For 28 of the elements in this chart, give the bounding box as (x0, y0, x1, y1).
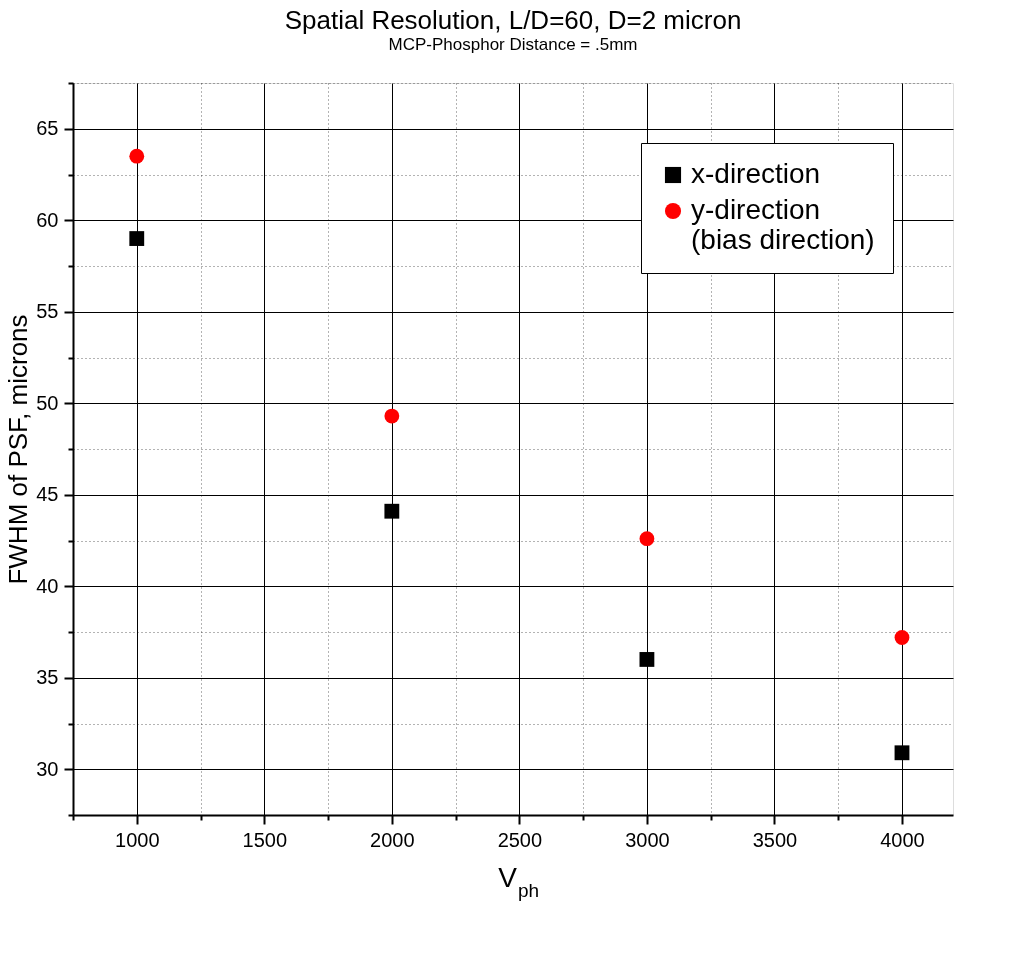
point (894, 745, 910, 761)
legend-label: x-direction (691, 158, 821, 189)
x-tick-label: 3500 (752, 828, 798, 851)
x-tick-label: 1500 (242, 828, 288, 851)
point (384, 408, 400, 424)
point (894, 630, 910, 645)
chart-title: Spatial Resolution, L/D=60, D=2 micron (284, 5, 742, 35)
x-tick-label: 2500 (497, 828, 543, 851)
y-axis-title: FWHM of PSF, microns (3, 314, 34, 585)
y-tick-label: 65 (36, 117, 59, 140)
legend-label: y-direction (bias direction) (691, 194, 875, 255)
x-tick-label: 2000 (370, 828, 415, 851)
point (639, 652, 655, 667)
y-tick-label: 60 (36, 208, 59, 231)
y-tick-label: 55 (36, 300, 59, 323)
x-tick-label: 3000 (625, 828, 670, 851)
point (129, 148, 145, 164)
point (384, 503, 400, 519)
x-tick-label: 1000 (115, 828, 160, 851)
x-tick-label: 4000 (880, 828, 925, 851)
point (639, 531, 655, 547)
y-tick-label: 40 (36, 574, 59, 597)
y-tick-label: 45 (36, 483, 59, 506)
y-tick-label: 35 (36, 666, 59, 689)
chart-subtitle: MCP-Phosphor Distance = .5mm (388, 35, 638, 54)
y-tick-label: 30 (36, 757, 59, 780)
y-tick-label: 50 (36, 391, 59, 414)
point (129, 231, 145, 246)
